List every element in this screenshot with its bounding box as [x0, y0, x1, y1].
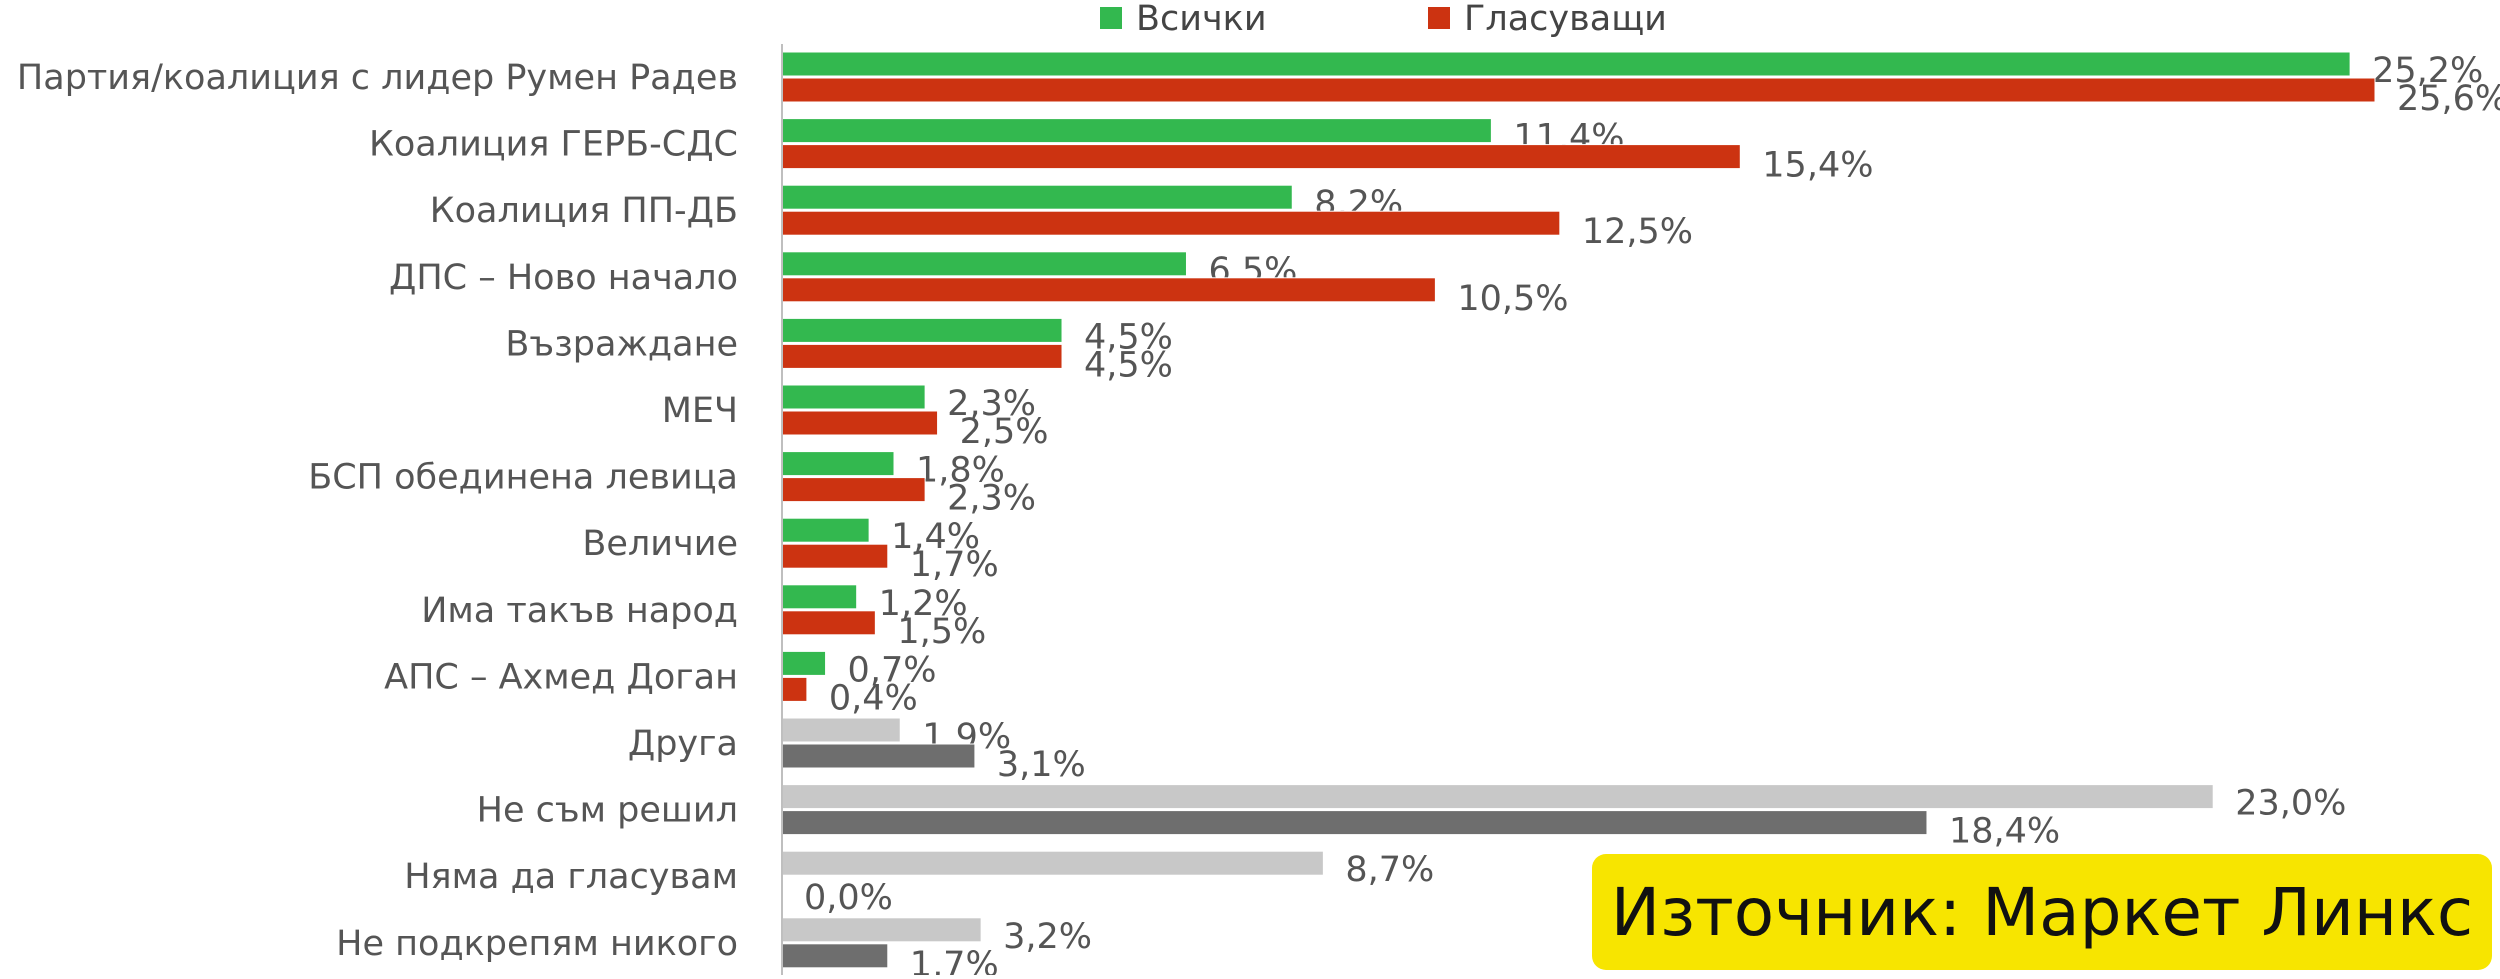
- bar-voters: [781, 543, 889, 569]
- data-label-voters: 12,5%: [1582, 212, 1693, 252]
- bar-voters: [781, 610, 876, 636]
- data-label-voters: 0,0%: [804, 878, 893, 918]
- bar-voters: [781, 676, 808, 702]
- data-label-voters: 18,4%: [1949, 812, 2060, 852]
- data-label-voters: 1,7%: [910, 945, 999, 975]
- bar-all: [781, 784, 2214, 810]
- category-label: АПС – Ахмед Доган: [384, 657, 738, 697]
- category-label: Величие: [582, 524, 738, 564]
- data-label-all: 1,2%: [879, 584, 968, 624]
- data-label-voters: 2,3%: [947, 479, 1036, 519]
- category-label: МЕЧ: [662, 391, 738, 431]
- data-label-all: 2,3%: [947, 384, 1036, 424]
- bar-all: [781, 517, 870, 543]
- category-label: Има такъв народ: [421, 591, 738, 631]
- bar-all: [781, 184, 1293, 210]
- data-label-all: 23,0%: [2235, 784, 2346, 824]
- category-label: Друга: [628, 724, 738, 764]
- source-badge: Източник: Маркет Линкс: [1592, 854, 2492, 970]
- data-label-all: 0,7%: [848, 650, 937, 690]
- bar-voters: [781, 210, 1561, 236]
- category-label: Коалиция ГЕРБ-СДС: [369, 125, 738, 165]
- bar-voters: [781, 343, 1063, 369]
- category-label: ДПС – Ново начало: [389, 258, 738, 298]
- data-label-voters: 10,5%: [1457, 279, 1568, 319]
- data-label-all: 1,4%: [891, 517, 980, 557]
- bar-all: [781, 317, 1063, 343]
- bar-voters: [781, 743, 976, 769]
- data-label-all: 25,2%: [2372, 51, 2483, 91]
- bar-all: [781, 584, 858, 610]
- legend-label-2: Гласуващи: [1464, 0, 1667, 39]
- bar-voters: [781, 144, 1741, 170]
- data-label-voters: 4,5%: [1084, 345, 1173, 385]
- category-label: Коалиция ПП-ДБ: [430, 191, 738, 231]
- bar-voters: [781, 277, 1436, 303]
- bar-all: [781, 717, 901, 743]
- legend-swatch-2: [1428, 7, 1450, 29]
- bar-all: [781, 650, 827, 676]
- bar-all: [781, 850, 1324, 876]
- data-label-all: 8,7%: [1345, 850, 1434, 890]
- bar-voters: [781, 810, 1928, 836]
- bar-voters: [781, 410, 939, 436]
- bar-voters: [781, 77, 2376, 103]
- data-label-voters: 1,7%: [910, 545, 999, 585]
- data-label-all: 4,5%: [1084, 317, 1173, 357]
- category-label: Партия/коалиция с лидер Румен Радев: [17, 58, 738, 98]
- data-label-voters: 2,5%: [960, 412, 1049, 452]
- category-label: Не съм решил: [477, 791, 738, 831]
- data-label-voters: 15,4%: [1762, 146, 1873, 186]
- category-label: Възраждане: [505, 324, 738, 364]
- bar-all: [781, 451, 895, 477]
- bar-all: [781, 118, 1492, 144]
- bar-voters: [781, 477, 926, 503]
- data-label-all: 3,2%: [1003, 917, 1092, 957]
- data-label-voters: 25,6%: [2397, 79, 2500, 119]
- bar-voters: [781, 943, 889, 969]
- bar-all: [781, 384, 926, 410]
- data-label-voters: 3,1%: [997, 745, 1086, 785]
- data-label-voters: 1,5%: [897, 612, 986, 652]
- data-label-all: 1,8%: [916, 451, 1005, 491]
- bar-all: [781, 251, 1187, 277]
- category-label: БСП обединена левица: [308, 458, 738, 498]
- data-label-voters: 0,4%: [829, 678, 918, 718]
- legend-swatch-1: [1100, 7, 1122, 29]
- legend-label-1: Всички: [1136, 0, 1267, 39]
- bar-all: [781, 51, 2351, 77]
- category-label: Не подкрепям никого: [336, 924, 738, 964]
- category-label: Няма да гласувам: [404, 857, 738, 897]
- bar-all: [781, 917, 982, 943]
